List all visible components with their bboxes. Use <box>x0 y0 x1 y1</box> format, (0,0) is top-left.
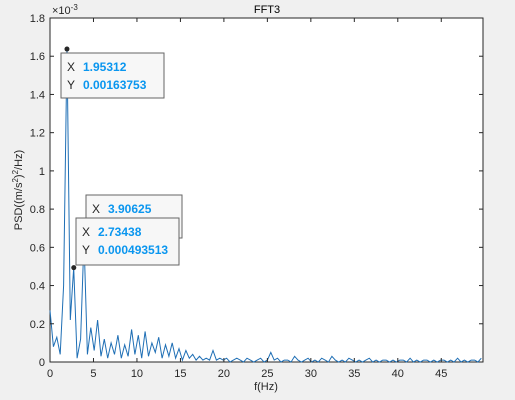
datatip-x-label: X <box>67 60 75 74</box>
y-tick-label: 0.4 <box>30 281 45 293</box>
datatip-y-label: Y <box>67 78 75 92</box>
y-tick-label: 1.2 <box>30 128 45 140</box>
datatip-y-label: Y <box>82 243 90 257</box>
y-tick-label: 0.6 <box>30 242 45 254</box>
axis-layer: 0 5 10 15 20 25 30 35 40 45 0 0.2 0.4 0.6 0.8 1 1.2 1.4 1.… <box>30 13 483 380</box>
datatip-x-value: 3.90625 <box>108 202 152 216</box>
x-tick-label: 10 <box>131 368 143 380</box>
datatip-x-label: X <box>92 202 100 216</box>
y-exponent-label: ×10-3 <box>52 3 78 17</box>
datatip-x-value: 1.95312 <box>83 60 127 74</box>
series-line-0 <box>49 48 482 363</box>
datatip-x-label: X <box>82 225 90 239</box>
x-tick-label: 25 <box>261 368 273 380</box>
datatip-layer: X 1.95312 Y 0.00163753 X 3.90625 X 2.73438 Y 0.00… <box>60 46 183 271</box>
x-axis-label: f(Hz) <box>254 381 278 393</box>
y-tick-label: 0.8 <box>30 204 45 216</box>
x-tick-label: 5 <box>90 368 96 380</box>
y-tick-label: 1.8 <box>30 13 45 25</box>
x-tick-label: 20 <box>218 368 230 380</box>
chart-title: FFT3 <box>254 4 280 16</box>
x-tick-label: 40 <box>392 368 404 380</box>
datatip-0[interactable]: X 1.95312 Y 0.00163753 <box>60 46 165 99</box>
datatip-marker <box>71 265 77 271</box>
datatip-box <box>60 52 165 99</box>
data-layer <box>49 48 482 363</box>
datatip-x-value: 2.73438 <box>98 225 142 239</box>
y-tick-label: 1 <box>39 166 45 178</box>
datatip-y-value: 0.00163753 <box>83 78 147 92</box>
datatip-y-value: 0.000493513 <box>98 243 168 257</box>
x-tick-label: 15 <box>174 368 186 380</box>
y-tick-label: 0.2 <box>30 319 45 331</box>
datatip-marker <box>64 46 70 52</box>
x-tick-label: 30 <box>305 368 317 380</box>
datatip-box <box>75 217 180 266</box>
y-axis-label: PSD((m/s2)2/Hz) <box>11 150 25 230</box>
x-tick-label: 35 <box>348 368 360 380</box>
x-tick-label: 0 <box>47 368 53 380</box>
y-tick-label: 1.6 <box>30 51 45 63</box>
x-tick-label: 45 <box>435 368 447 380</box>
y-tick-label: 0 <box>39 357 45 369</box>
datatip-2[interactable]: X 2.73438 Y 0.000493513 <box>71 217 180 271</box>
y-tick-label: 1.4 <box>30 89 45 101</box>
